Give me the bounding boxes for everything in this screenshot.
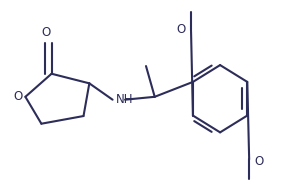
- Text: O: O: [41, 26, 50, 39]
- Text: O: O: [13, 90, 23, 103]
- Text: NH: NH: [115, 93, 133, 106]
- Text: O: O: [177, 23, 186, 36]
- Text: O: O: [254, 155, 263, 168]
